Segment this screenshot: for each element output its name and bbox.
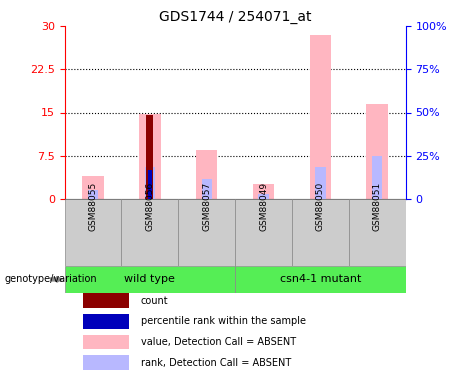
- Bar: [349, 199, 406, 266]
- Bar: [292, 199, 349, 266]
- Bar: [83, 355, 129, 370]
- Bar: [139, 114, 160, 199]
- Bar: [88, 190, 98, 199]
- Text: GSM88057: GSM88057: [202, 182, 211, 231]
- Bar: [196, 150, 218, 199]
- Bar: [148, 170, 152, 199]
- Bar: [235, 266, 406, 292]
- Bar: [315, 167, 325, 199]
- Text: wild type: wild type: [124, 274, 175, 284]
- Text: value, Detection Call = ABSENT: value, Detection Call = ABSENT: [141, 337, 296, 347]
- Bar: [372, 156, 382, 199]
- Bar: [83, 293, 129, 308]
- Text: csn4-1 mutant: csn4-1 mutant: [280, 274, 361, 284]
- Bar: [178, 199, 235, 266]
- Text: GSM88050: GSM88050: [316, 182, 325, 231]
- Bar: [310, 35, 331, 199]
- Bar: [259, 194, 269, 199]
- Bar: [201, 178, 212, 199]
- Bar: [145, 167, 155, 199]
- Title: GDS1744 / 254071_at: GDS1744 / 254071_at: [159, 10, 311, 24]
- Bar: [147, 115, 153, 199]
- Text: GSM88055: GSM88055: [89, 182, 97, 231]
- Text: rank, Detection Call = ABSENT: rank, Detection Call = ABSENT: [141, 358, 291, 368]
- Text: count: count: [141, 296, 168, 306]
- Bar: [366, 104, 388, 199]
- Bar: [82, 176, 104, 199]
- Bar: [235, 199, 292, 266]
- Bar: [65, 266, 235, 292]
- Bar: [83, 314, 129, 329]
- Text: percentile rank within the sample: percentile rank within the sample: [141, 316, 306, 326]
- Bar: [253, 184, 274, 199]
- Text: genotype/variation: genotype/variation: [5, 274, 97, 284]
- Text: GSM88056: GSM88056: [145, 182, 154, 231]
- Bar: [121, 199, 178, 266]
- Text: GSM88049: GSM88049: [259, 182, 268, 231]
- Text: GSM88051: GSM88051: [373, 182, 382, 231]
- Bar: [65, 199, 121, 266]
- Bar: [83, 334, 129, 350]
